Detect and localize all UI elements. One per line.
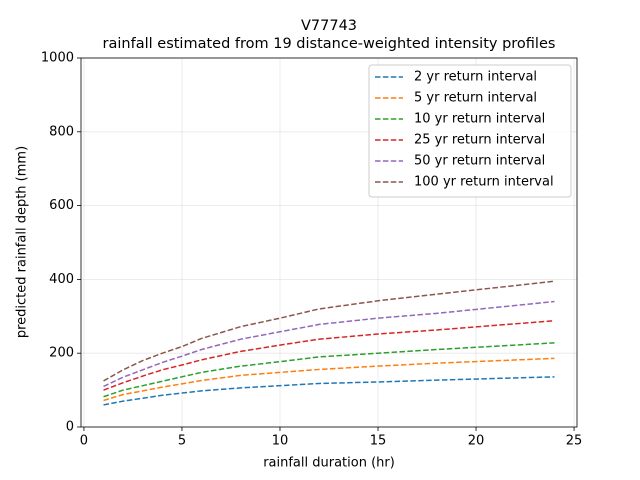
y-axis-label: predicted rainfall depth (mm) (15, 146, 30, 338)
chart-subtitle: rainfall estimated from 19 distance-weig… (103, 36, 556, 52)
legend-label: 2 yr return interval (414, 70, 537, 85)
data-line (103, 280, 555, 382)
data-line (103, 376, 555, 406)
legend-label: 10 yr return interval (414, 112, 545, 127)
data-line (103, 357, 555, 402)
y-tick-label: 800 (49, 124, 74, 139)
legend-label: 5 yr return interval (414, 91, 537, 106)
x-tick-label: 20 (468, 434, 485, 449)
y-tick-label: 1000 (41, 51, 74, 66)
x-tick-label: 25 (566, 434, 583, 449)
x-tick-label: 5 (178, 434, 186, 449)
y-tick-label: 400 (49, 272, 74, 287)
axes-frame (80, 57, 578, 428)
chart-title: V77743 (301, 18, 357, 34)
legend-box (368, 64, 572, 198)
data-line (103, 300, 555, 388)
x-axis-label: rainfall duration (hr) (263, 456, 395, 471)
legend-label: 25 yr return interval (414, 133, 545, 148)
ticks: 0 5 10 15 20 25 0 200 400 600 800 1000 (41, 51, 582, 449)
x-tick-label: 10 (272, 434, 289, 449)
x-tick-label: 15 (370, 434, 387, 449)
legend-label: 50 yr return interval (414, 154, 545, 169)
y-tick-label: 200 (49, 346, 74, 361)
y-tick-label: 0 (66, 420, 74, 435)
x-tick-label: 0 (80, 434, 88, 449)
legend-label: 100 yr return interval (414, 175, 554, 190)
legend: 2 yr return interval 5 yr return interval… (368, 64, 572, 198)
data-line (103, 319, 555, 391)
y-tick-label: 600 (49, 198, 74, 213)
plot-lines (103, 280, 555, 406)
data-line (103, 342, 555, 398)
